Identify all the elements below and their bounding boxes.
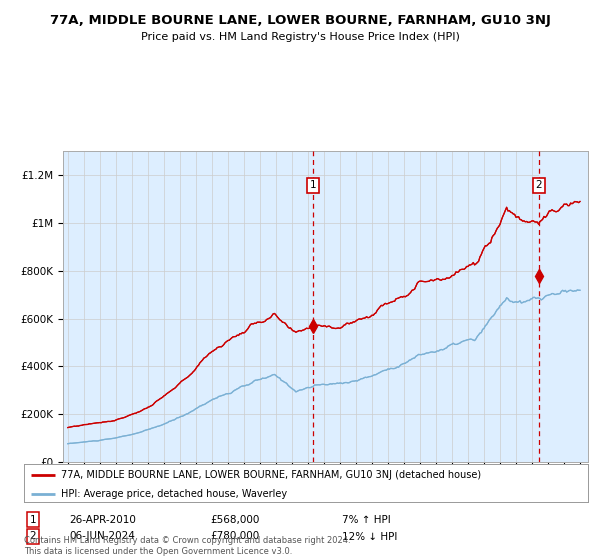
Bar [539, 151, 596, 462]
Text: £568,000: £568,000 [210, 515, 259, 525]
Text: 2: 2 [29, 531, 37, 542]
Text: 1: 1 [29, 515, 37, 525]
Text: 06-JUN-2024: 06-JUN-2024 [69, 531, 135, 542]
Text: 26-APR-2010: 26-APR-2010 [69, 515, 136, 525]
Text: 12% ↓ HPI: 12% ↓ HPI [342, 531, 397, 542]
Text: £780,000: £780,000 [210, 531, 259, 542]
Text: 1: 1 [310, 180, 316, 190]
Text: Contains HM Land Registry data © Crown copyright and database right 2024.
This d: Contains HM Land Registry data © Crown c… [24, 536, 350, 556]
Text: 2: 2 [536, 180, 542, 190]
Text: 77A, MIDDLE BOURNE LANE, LOWER BOURNE, FARNHAM, GU10 3NJ: 77A, MIDDLE BOURNE LANE, LOWER BOURNE, F… [50, 14, 550, 27]
Text: Price paid vs. HM Land Registry's House Price Index (HPI): Price paid vs. HM Land Registry's House … [140, 32, 460, 43]
Text: 77A, MIDDLE BOURNE LANE, LOWER BOURNE, FARNHAM, GU10 3NJ (detached house): 77A, MIDDLE BOURNE LANE, LOWER BOURNE, F… [61, 470, 481, 480]
Text: 7% ↑ HPI: 7% ↑ HPI [342, 515, 391, 525]
Text: HPI: Average price, detached house, Waverley: HPI: Average price, detached house, Wave… [61, 489, 287, 499]
